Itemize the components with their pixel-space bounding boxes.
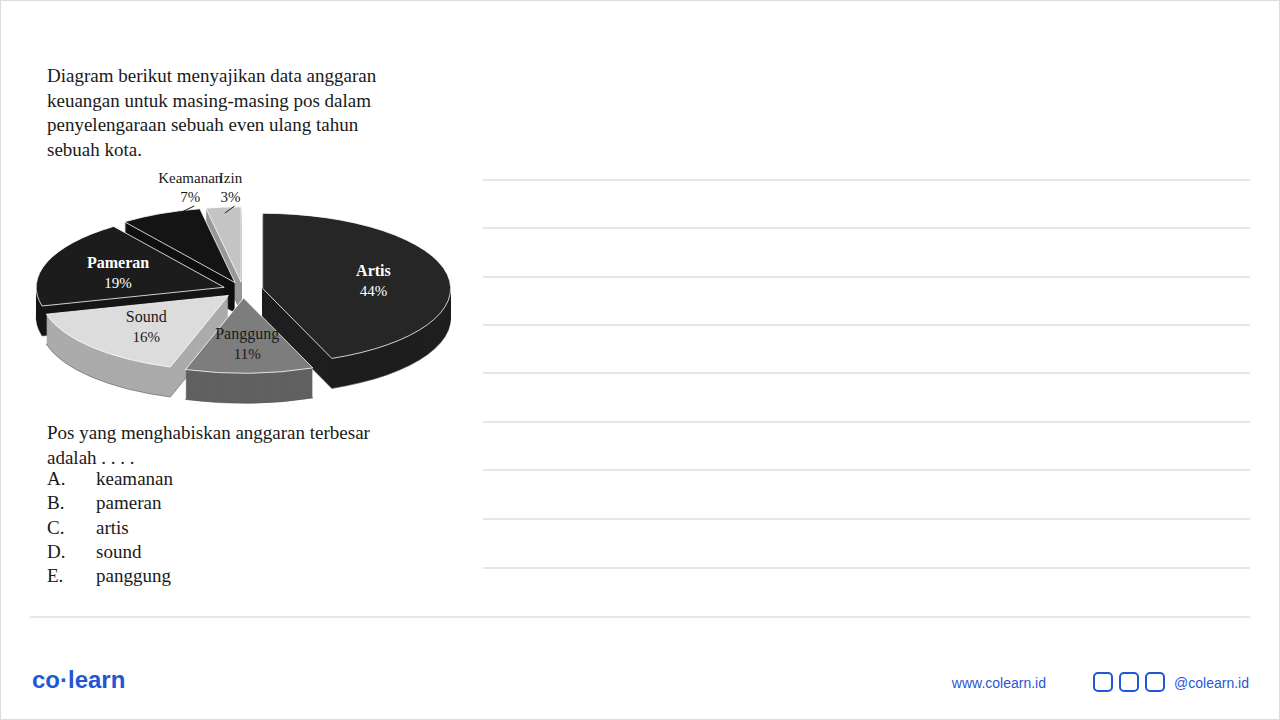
brand-logo: co·learn <box>32 666 125 693</box>
slice-side <box>263 214 451 359</box>
data-label-name: Panggung <box>215 325 279 343</box>
data-label: 16% <box>132 329 160 345</box>
social-icon <box>1094 673 1112 691</box>
slice-side <box>186 299 313 374</box>
option-letter: B. <box>47 492 64 513</box>
answer-line <box>483 228 1250 229</box>
social-icon <box>1120 673 1138 691</box>
data-label: 11% <box>234 346 261 362</box>
data-label-name: Sound <box>126 308 167 325</box>
answer-line <box>483 470 1250 471</box>
slice <box>36 226 224 306</box>
data-label-name: Izin <box>219 170 243 186</box>
answer-line <box>483 422 1250 423</box>
slice-side <box>36 227 224 307</box>
data-label-name: Keamanan <box>158 170 223 186</box>
slices <box>36 207 450 403</box>
option-text: panggung <box>96 565 171 586</box>
answer-line <box>483 373 1250 374</box>
slice <box>186 298 313 373</box>
page-border <box>1 1 1280 720</box>
option-letter: C. <box>47 517 64 538</box>
social-handle: @colearn.id <box>1174 675 1249 691</box>
data-label-name: Pameran <box>87 254 149 271</box>
option-text: keamanan <box>96 468 174 489</box>
option-text: pameran <box>96 492 162 513</box>
footer-divider <box>30 617 1250 618</box>
data-label: 7% <box>180 189 200 205</box>
option-text: artis <box>96 517 129 538</box>
option-letter: A. <box>47 468 65 489</box>
answer-line <box>483 325 1250 326</box>
data-label: 19% <box>104 275 132 291</box>
social-icon <box>1146 673 1164 691</box>
question-text: sebuah kota. <box>47 139 142 160</box>
slice <box>263 213 451 358</box>
answer-line <box>483 180 1250 181</box>
question-text: penyelengaraan sebuah even ulang tahun <box>47 114 359 135</box>
data-label-name: Artis <box>356 262 391 279</box>
answer-line <box>483 277 1250 278</box>
option-letter: D. <box>47 541 65 562</box>
option-text: sound <box>96 541 142 562</box>
option-letter: E. <box>47 565 63 586</box>
slice-labels: Artis 44% Panggung 11% Sound 16% Pameran 19% Kea… <box>87 170 391 362</box>
question-prompt: adalah . . . . <box>47 447 135 468</box>
question-text: keuangan untuk masing-masing pos dalam <box>47 90 371 111</box>
question-text: Diagram berikut menyajikan data anggaran <box>47 65 377 86</box>
data-label: 44% <box>360 283 388 299</box>
answer-line <box>483 519 1250 520</box>
question-prompt: Pos yang menghabiskan anggaran terbesar <box>47 422 371 443</box>
leader-line <box>166 206 194 219</box>
answer-line <box>483 568 1250 569</box>
leader-line <box>225 206 235 213</box>
website: www.colearn.id <box>951 675 1046 691</box>
slice-group <box>186 298 313 403</box>
data-label: 3% <box>221 189 241 205</box>
page: Diagram berikut menyajikan data anggaran… <box>0 0 1280 720</box>
pie-chart: Artis 44% Panggung 11% Sound 16% Pameran 19% Kea… <box>36 170 450 403</box>
